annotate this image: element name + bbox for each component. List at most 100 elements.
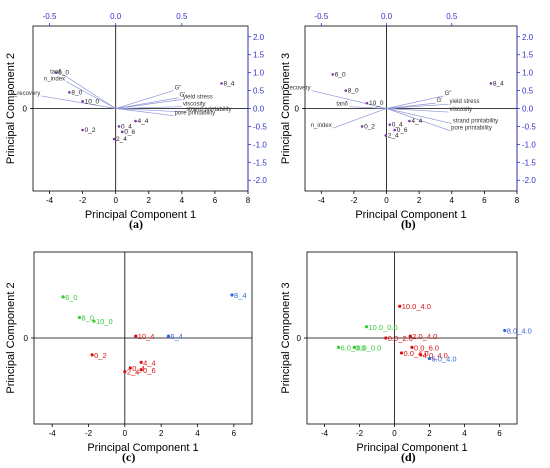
point-10-0 [81, 100, 84, 103]
right-tick-label: 1.0 [253, 69, 265, 78]
vector-label-g: G' [180, 93, 186, 99]
point-label-0-6: 0_6 [124, 129, 135, 136]
vector-label-g: G' [436, 98, 442, 104]
biplot-a: -4 -2 0 2 4 6 8 0 Principal Component 1 Principal… [5, 12, 267, 221]
point-label-8-0: 8_0 [71, 89, 82, 96]
point-label-10-0: 10_0 [85, 98, 100, 105]
point-4-0-4-0 [419, 353, 423, 357]
x-tick-label: 4 [462, 429, 467, 438]
right-tick-label: 0.0 [522, 105, 534, 114]
y-tick-label: 0 [297, 334, 302, 343]
point-label-10-0: 10_0 [96, 317, 113, 326]
point-8-0-0-0 [352, 345, 356, 349]
point-8-4 [230, 293, 234, 297]
vector-label-g: G" [175, 86, 182, 92]
point-label-4-0-4-0: 4.0_4.0 [423, 351, 448, 360]
right-tick-label: 2.0 [253, 33, 265, 42]
right-tick-label: -1.0 [253, 140, 267, 149]
point-label-0-2: 0_2 [94, 351, 107, 360]
point-label-0-6: 0_6 [143, 366, 156, 375]
x-tick-label: 6 [482, 196, 487, 205]
right-tick-label: 1.5 [253, 51, 265, 60]
point-label-2-0-4-0: 2.0_4.0 [412, 332, 437, 341]
panel-b: -4 -2 0 2 4 6 8 0 Principal Component 1 Principal… [275, 0, 550, 234]
point-label-10-4: 10_4 [138, 332, 155, 341]
point-8-0 [68, 91, 71, 94]
panel-c: -4 -2 0 2 4 6 0 Principal Component 1 Principal … [0, 234, 275, 468]
loading-vector-viscosity [115, 106, 182, 109]
point-label-0-2: 0_2 [364, 123, 375, 130]
point-label-10-0-4-0: 10.0_4.0 [402, 302, 431, 311]
point-label-4-4: 4_4 [138, 118, 149, 125]
x-tick-label: 4 [180, 196, 185, 205]
vector-label-n-index: n_index [311, 123, 332, 129]
point-2-4 [123, 370, 127, 374]
point-10-0 [92, 319, 96, 323]
point-0-4 [117, 125, 121, 128]
x-tick-label: 0 [384, 196, 389, 205]
point-2-4 [384, 134, 388, 137]
x-tick-label: 4 [450, 196, 455, 205]
top-tick-label: 0.5 [176, 12, 188, 21]
point-10-0-0-0 [364, 325, 369, 329]
point-0-0-6-0 [410, 345, 414, 349]
point-10-4 [134, 334, 138, 338]
top-tick-label: 0.5 [446, 12, 458, 21]
x-tick-label: 0 [113, 196, 118, 205]
point-8-4 [220, 82, 223, 85]
loading-vector-g [115, 97, 179, 109]
x-tick-label: 6 [497, 429, 502, 438]
x-tick-label: -4 [321, 429, 329, 438]
loading-vector-g [115, 90, 174, 109]
loading-vector-viscosity [386, 108, 449, 113]
top-tick-label: -0.5 [314, 12, 328, 21]
right-tick-label: 2.0 [522, 33, 534, 42]
point-8-0 [344, 89, 348, 92]
x-axis-title: Principal Component 1 [85, 209, 196, 221]
x-tick-label: 4 [195, 429, 200, 438]
loading-vector-strand-printability [115, 108, 186, 113]
caption-a: (a) [129, 217, 143, 231]
x-axis-title: Principal Component 1 [87, 442, 198, 454]
point-label-6-0: 6_0 [65, 293, 78, 302]
loading-vector-pore-printability [115, 108, 174, 117]
top-tick-label: 0.0 [110, 12, 122, 21]
x-axis-title: Principal Component 1 [355, 209, 466, 221]
point-0-2 [360, 125, 364, 128]
x-tick-label: -2 [85, 429, 93, 438]
x-tick-label: -4 [49, 429, 57, 438]
loading-vector-g [386, 95, 444, 109]
point-6-4 [166, 334, 171, 338]
point-label-4-4: 4_4 [411, 118, 422, 125]
x-tick-label: 6 [232, 429, 237, 438]
vector-label-yield-stress: yield stress [450, 99, 480, 105]
loading-vector-yield-stress [115, 99, 182, 109]
point-label-0-2: 0_2 [85, 127, 96, 134]
x-tick-label: 0 [392, 429, 397, 438]
loading-vector-n-index [65, 81, 116, 109]
x-tick-label: 8 [246, 196, 251, 205]
right-tick-label: 0.5 [522, 87, 534, 96]
right-tick-label: -0.5 [253, 122, 267, 131]
point-label-10-0: 10_0 [369, 100, 384, 107]
loading-vector-v-recovery [311, 90, 387, 109]
point-label-6-0-4-0: 6.0_4.0 [432, 355, 457, 364]
loading-vector-yield-stress [386, 103, 449, 109]
point-0-4 [128, 366, 132, 370]
point-4-4 [139, 360, 143, 364]
point-label-8-0-4-0: 8.0_4.0 [507, 327, 532, 336]
point-8-4 [489, 82, 493, 85]
point-label-0-6: 0_6 [397, 127, 408, 134]
right-tick-label: -1.5 [522, 158, 536, 167]
vector-label-tan: tanδ [336, 102, 348, 108]
point-0-0-2-0 [384, 336, 388, 340]
vector-label-v-recovery: v_recovery [11, 91, 40, 97]
right-tick-label: -1.5 [253, 158, 267, 167]
scatter-d: -4 -2 0 2 4 6 0 Principal Component 1 Principal … [280, 251, 532, 454]
right-tick-label: 0.0 [253, 105, 265, 114]
vector-label-viscosity: viscosity [450, 107, 473, 113]
point-8-0-4-0 [503, 328, 507, 333]
right-tick-label: 1.5 [522, 51, 534, 60]
top-tick-label: 0.0 [381, 12, 393, 21]
point-label-6-0: 6_0 [335, 71, 346, 78]
